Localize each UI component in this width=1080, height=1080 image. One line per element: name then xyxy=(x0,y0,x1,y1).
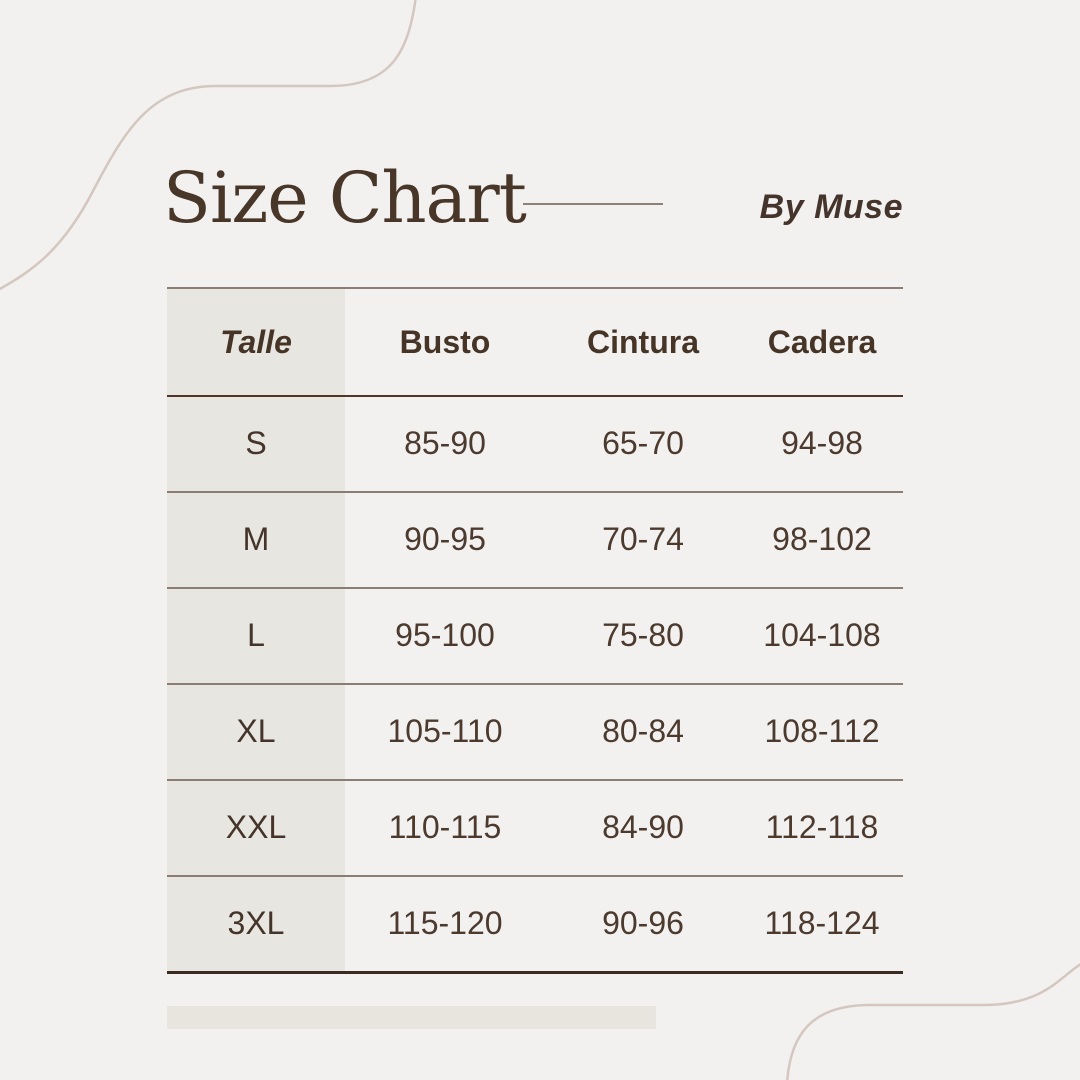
cintura-value: 65-70 xyxy=(602,424,684,461)
table-row-xl: XL 105-110 80-84 108-112 xyxy=(167,683,903,779)
title-dash-line xyxy=(523,203,663,205)
table-row-l: L 95-100 75-80 104-108 xyxy=(167,587,903,683)
talle-column-background xyxy=(167,289,345,971)
table-row-3xl: 3XL 115-120 90-96 118-124 xyxy=(167,875,903,971)
page-title: Size Chart xyxy=(163,157,527,239)
size-label: S xyxy=(245,424,267,461)
busto-value: 115-120 xyxy=(387,904,503,941)
size-label: XXL xyxy=(225,808,287,845)
cintura-value: 80-84 xyxy=(602,712,684,749)
busto-value: 90-95 xyxy=(404,520,486,557)
cadera-value: 112-118 xyxy=(765,808,879,845)
cadera-value: 108-112 xyxy=(764,712,880,749)
cadera-value: 94-98 xyxy=(781,424,863,461)
row-separator-line xyxy=(167,491,903,493)
cintura-value: 90-96 xyxy=(602,904,684,941)
column-header-busto: Busto xyxy=(399,323,491,360)
row-separator-line xyxy=(167,875,903,877)
size-label: XL xyxy=(236,712,276,749)
busto-value: 85-90 xyxy=(404,424,486,461)
busto-value: 95-100 xyxy=(395,616,495,653)
brand-byline: By Muse xyxy=(759,188,903,226)
size-chart-table: Talle Busto Cintura Cadera S 85-90 65-70… xyxy=(167,287,903,974)
busto-value: 110-115 xyxy=(388,808,502,845)
table-bottom-line xyxy=(167,971,903,974)
table-row-xxl: XXL 110-115 84-90 112-118 xyxy=(167,779,903,875)
cadera-value: 118-124 xyxy=(764,904,880,941)
cintura-value: 70-74 xyxy=(602,520,684,557)
decorative-curve-bottom-right xyxy=(786,963,1080,1080)
row-separator-line xyxy=(167,779,903,781)
cadera-value: 104-108 xyxy=(763,616,881,653)
row-separator-line xyxy=(167,587,903,589)
size-label: L xyxy=(247,616,265,653)
column-header-cintura: Cintura xyxy=(587,323,699,360)
size-label: 3XL xyxy=(227,904,285,941)
table-row-m: M 90-95 70-74 98-102 xyxy=(167,491,903,587)
row-separator-line xyxy=(167,683,903,685)
size-label: M xyxy=(242,520,270,557)
bottom-accent-bar xyxy=(167,1006,656,1029)
decorative-curve-top-left xyxy=(0,0,417,291)
cadera-value: 98-102 xyxy=(772,520,872,557)
column-header-cadera: Cadera xyxy=(767,323,877,360)
table-top-line xyxy=(167,287,903,289)
table-header-row: Talle Busto Cintura Cadera xyxy=(167,289,903,395)
column-header-talle: Talle xyxy=(220,323,292,360)
cintura-value: 75-80 xyxy=(602,616,684,653)
cintura-value: 84-90 xyxy=(602,808,684,845)
busto-value: 105-110 xyxy=(387,712,503,749)
header-separator-line xyxy=(167,395,903,397)
table-row-s: S 85-90 65-70 94-98 xyxy=(167,395,903,491)
